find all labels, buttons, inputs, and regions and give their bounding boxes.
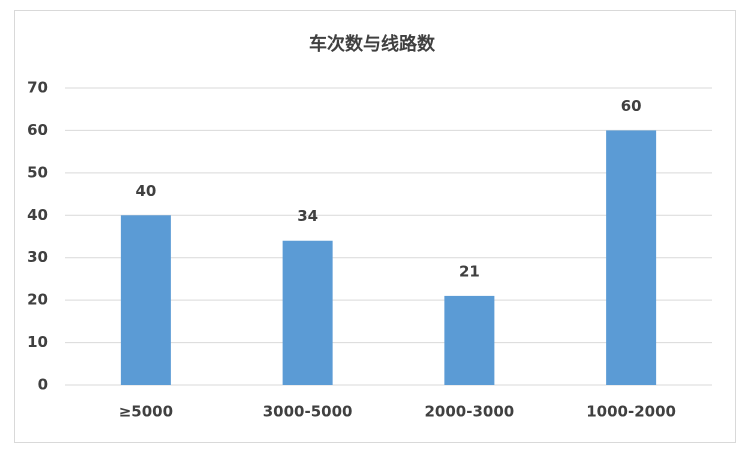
bar bbox=[444, 295, 495, 385]
x-tick-label: 2000-3000 bbox=[425, 403, 515, 421]
data-label: 34 bbox=[297, 207, 318, 225]
data-label: 40 bbox=[135, 182, 156, 200]
y-tick-label: 30 bbox=[27, 248, 48, 266]
y-tick-label: 40 bbox=[27, 206, 48, 224]
data-label: 60 bbox=[621, 97, 642, 115]
y-tick-label: 20 bbox=[27, 291, 48, 309]
chart-title: 车次数与线路数 bbox=[309, 33, 436, 55]
y-tick-label: 50 bbox=[27, 163, 48, 181]
x-tick-label: ≥5000 bbox=[119, 403, 173, 421]
y-tick-label: 60 bbox=[27, 121, 48, 139]
bar bbox=[282, 240, 333, 385]
bar bbox=[120, 215, 171, 385]
y-tick-label: 70 bbox=[27, 79, 48, 97]
y-tick-label: 0 bbox=[38, 376, 48, 394]
x-tick-label: 3000-5000 bbox=[263, 403, 353, 421]
bar bbox=[606, 130, 657, 385]
data-label: 21 bbox=[459, 262, 480, 280]
y-tick-label: 10 bbox=[27, 333, 48, 351]
x-tick-label: 1000-2000 bbox=[586, 403, 676, 421]
